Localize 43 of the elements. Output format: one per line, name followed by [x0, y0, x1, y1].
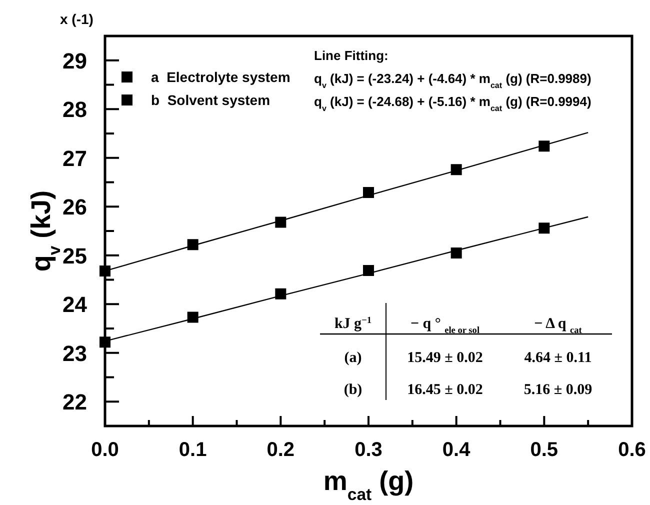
y-tick-label: 23	[62, 340, 87, 366]
x-tick-label: 0.5	[530, 439, 558, 461]
annotation: Line Fitting:	[314, 48, 388, 63]
x-tick-label: 0.0	[91, 439, 119, 461]
point	[187, 312, 198, 323]
legend-label: a Electrolyte system	[151, 69, 290, 85]
legend-label: b Solvent system	[151, 92, 270, 108]
point	[363, 186, 374, 198]
annotation: q$_{v}$ (kJ) = (-23.24) + (-4.64) * m$_{cat}$ (g) (R=0.9989)	[314, 71, 592, 90]
point	[363, 264, 374, 276]
point	[450, 247, 462, 258]
y-tick-label: 28	[62, 97, 87, 122]
point	[275, 216, 286, 228]
annotation: − q ° $_{ele or sol}$	[410, 316, 480, 336]
y-tick-label: 24	[62, 292, 88, 318]
x-tick-label: 0.4	[442, 439, 472, 461]
y-tick-label: 26	[62, 194, 87, 220]
x-tick-label: 0.2	[266, 439, 295, 461]
annotation: kJ g$^{−1}$	[334, 316, 372, 332]
annotation: 15.49 ± 0.02	[407, 350, 483, 366]
point	[187, 239, 198, 250]
y-tick-label: 25	[62, 243, 87, 268]
annotation: (b)	[344, 382, 362, 398]
point	[100, 265, 110, 276]
point	[538, 140, 550, 152]
annotation: 16.45 ± 0.02	[407, 382, 483, 398]
annotation: − Δ q $_{cat}$	[534, 316, 583, 336]
point	[538, 222, 550, 234]
annotation: 5.16 ± 0.09	[524, 382, 592, 398]
point	[100, 336, 110, 348]
point	[450, 164, 462, 176]
y-tick-label: 29	[62, 48, 87, 74]
annotation: (a)	[344, 350, 362, 366]
x-tick-label: 0.6	[618, 439, 646, 461]
point	[275, 288, 286, 300]
annotation: q$_{v}$ (kJ) = (-24.68) + (-5.16) * m$_{cat}$ (g) (R=0.9994)	[314, 94, 592, 112]
x-axis-title: m$_{cat}$ (g)	[323, 466, 414, 504]
x-tick-label: 0.1	[178, 439, 207, 461]
y-tick-label: 27	[62, 146, 87, 171]
y-tick-label: 22	[62, 390, 87, 415]
text: x (-1)	[60, 11, 94, 27]
annotation: 4.64 ± 0.11	[524, 350, 592, 366]
x-tick-label: 0.3	[354, 439, 382, 461]
